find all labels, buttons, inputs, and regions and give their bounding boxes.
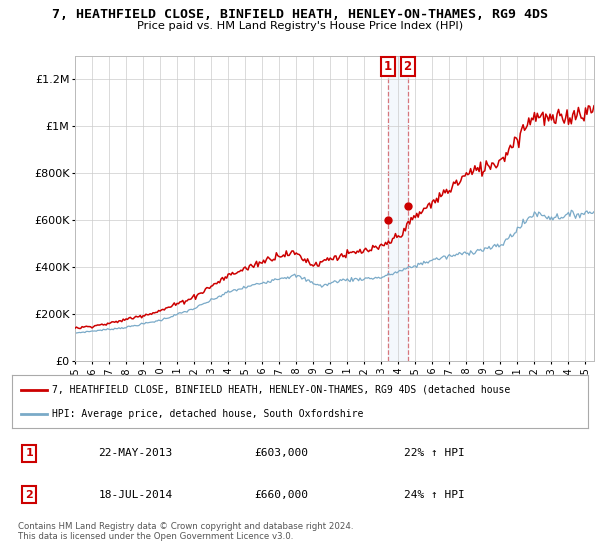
Bar	[388, 56, 407, 361]
Text: HPI: Average price, detached house, South Oxfordshire: HPI: Average price, detached house, Sout…	[52, 409, 364, 419]
Text: 7, HEATHFIELD CLOSE, BINFIELD HEATH, HENLEY-ON-THAMES, RG9 4DS: 7, HEATHFIELD CLOSE, BINFIELD HEATH, HEN…	[52, 8, 548, 21]
Text: 2: 2	[25, 490, 33, 500]
Text: 18-JUL-2014: 18-JUL-2014	[98, 490, 173, 500]
Text: Contains HM Land Registry data © Crown copyright and database right 2024.
This d: Contains HM Land Registry data © Crown c…	[18, 522, 353, 542]
Text: 22% ↑ HPI: 22% ↑ HPI	[404, 449, 464, 458]
Text: 7, HEATHFIELD CLOSE, BINFIELD HEATH, HENLEY-ON-THAMES, RG9 4DS (detached house: 7, HEATHFIELD CLOSE, BINFIELD HEATH, HEN…	[52, 385, 511, 395]
Text: 24% ↑ HPI: 24% ↑ HPI	[404, 490, 464, 500]
Text: 1: 1	[25, 449, 33, 458]
Text: Price paid vs. HM Land Registry's House Price Index (HPI): Price paid vs. HM Land Registry's House …	[137, 21, 463, 31]
Text: 22-MAY-2013: 22-MAY-2013	[98, 449, 173, 458]
Text: £603,000: £603,000	[254, 449, 308, 458]
Text: £660,000: £660,000	[254, 490, 308, 500]
Text: 1: 1	[383, 60, 392, 73]
Text: 2: 2	[404, 60, 412, 73]
